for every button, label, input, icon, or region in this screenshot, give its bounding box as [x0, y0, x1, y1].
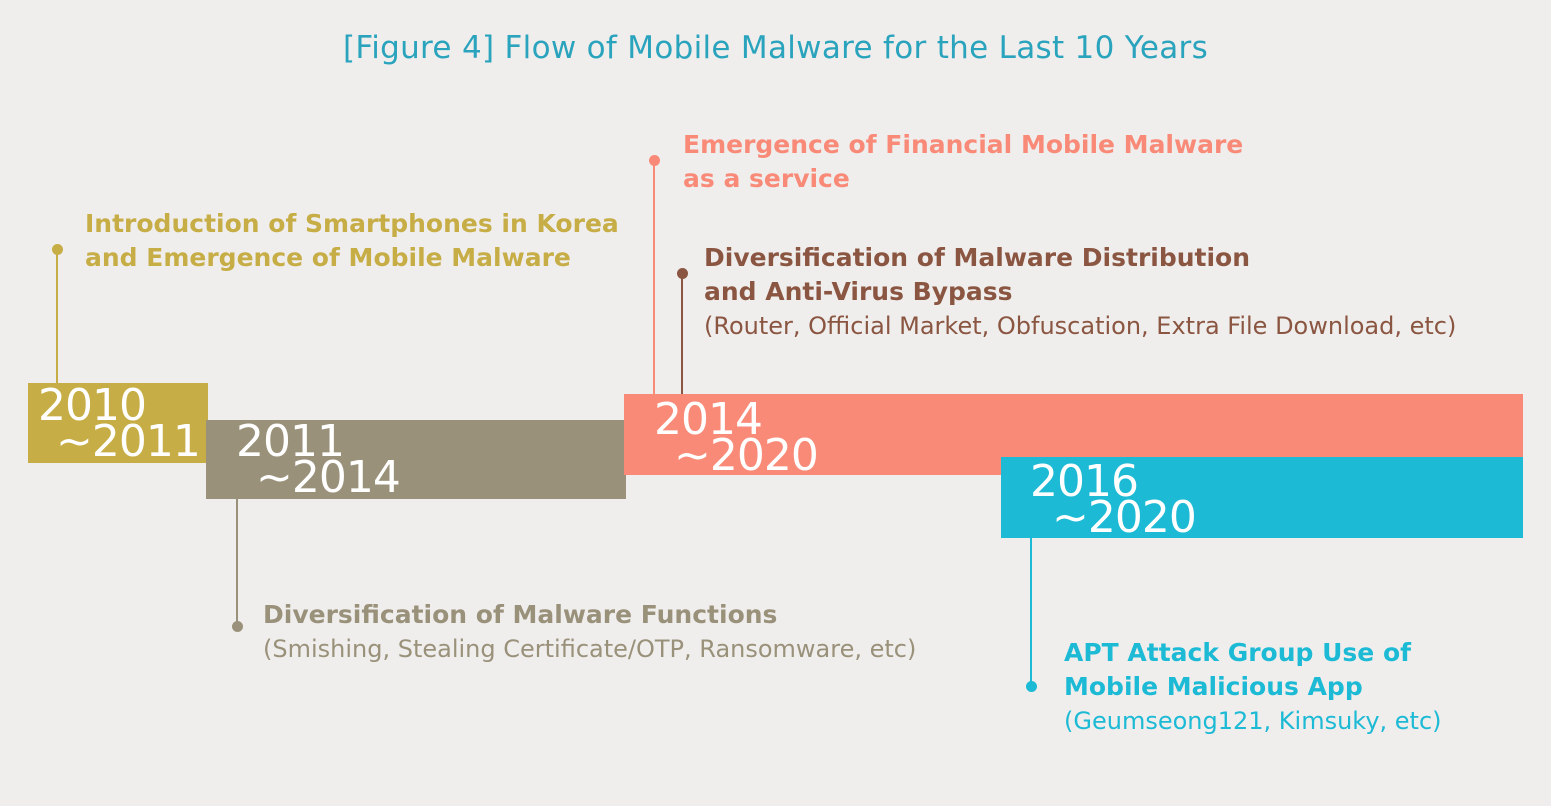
period-bar-2016-2020 — [1001, 457, 1523, 538]
period-bar-2011-2014 — [206, 420, 626, 499]
connector-financial — [653, 162, 655, 394]
period-label-2014-2020: 2014 ~2020 — [654, 394, 819, 481]
event-apt: APT Attack Group Use of Mobile Malicious… — [1064, 636, 1442, 738]
connector-dot-apt — [1026, 681, 1037, 692]
event-functions: Diversification of Malware Functions (Sm… — [263, 598, 916, 666]
event-functions-detail: (Smishing, Stealing Certificate/OTP, Ran… — [263, 635, 917, 663]
event-smartphones-line1: Introduction of Smartphones in Korea — [85, 209, 619, 238]
period-start: 2011 — [236, 416, 345, 467]
period-end: ~2020 — [1052, 492, 1197, 543]
event-smartphones-line2: and Emergence of Mobile Malware — [85, 243, 571, 272]
period-label-2010-2011: 2010 ~2011 — [38, 380, 201, 467]
connector-dot-financial — [649, 155, 660, 166]
connector-functions — [236, 499, 238, 626]
event-distribution-line1: Diversification of Malware Distribution — [704, 243, 1251, 272]
event-financial-line1: Emergence of Financial Mobile Malware — [683, 130, 1244, 159]
period-start: 2016 — [1030, 456, 1139, 507]
connector-distribution — [681, 275, 683, 394]
event-distribution: Diversification of Malware Distribution … — [704, 241, 1456, 343]
event-distribution-line2: and Anti-Virus Bypass — [704, 277, 1013, 306]
period-start: 2014 — [654, 394, 763, 445]
connector-apt — [1030, 538, 1032, 686]
period-end: ~2014 — [256, 452, 401, 503]
event-financial-line2: as a service — [683, 164, 850, 193]
period-start: 2010 — [38, 380, 147, 431]
event-apt-detail: (Geumseong121, Kimsuky, etc) — [1064, 707, 1442, 735]
figure-title: [Figure 4] Flow of Mobile Malware for th… — [342, 30, 1209, 66]
period-label-2016-2020: 2016 ~2020 — [1030, 456, 1197, 543]
connector-dot-smartphones — [52, 244, 63, 255]
event-distribution-detail: (Router, Official Market, Obfuscation, E… — [704, 312, 1457, 340]
event-apt-line2: Mobile Malicious App — [1064, 672, 1363, 701]
event-functions-line1: Diversification of Malware Functions — [263, 600, 778, 629]
period-end: ~2020 — [674, 430, 819, 481]
event-smartphones: Introduction of Smartphones in Korea and… — [85, 207, 619, 275]
event-apt-line1: APT Attack Group Use of — [1064, 638, 1412, 667]
event-financial: Emergence of Financial Mobile Malware as… — [683, 128, 1243, 196]
connector-dot-distribution — [677, 268, 688, 279]
connector-dot-functions — [232, 621, 243, 632]
period-label-2011-2014: 2011 ~2014 — [236, 416, 401, 503]
connector-smartphones — [56, 250, 58, 383]
period-end: ~2011 — [56, 416, 201, 467]
period-bar-2010-2011 — [28, 383, 208, 463]
